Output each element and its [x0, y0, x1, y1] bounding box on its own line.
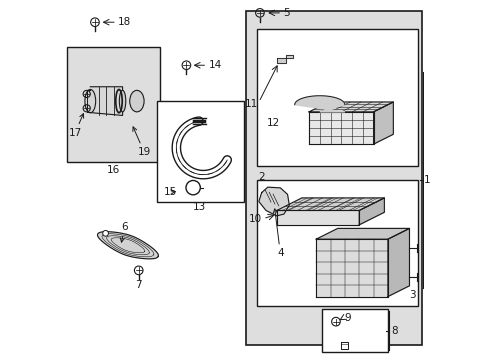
Text: 18: 18 [118, 17, 131, 27]
Text: 9: 9 [344, 313, 350, 323]
Text: 7: 7 [135, 280, 142, 290]
Ellipse shape [129, 90, 144, 112]
Text: 5: 5 [283, 8, 289, 18]
Polygon shape [387, 228, 408, 297]
Polygon shape [276, 211, 359, 225]
Bar [246, 12, 421, 345]
Text: 6: 6 [120, 222, 127, 242]
Text: 13: 13 [193, 202, 206, 212]
Text: 19: 19 [133, 127, 150, 157]
Text: 4: 4 [273, 209, 283, 258]
Bar [257, 30, 418, 166]
Ellipse shape [119, 90, 125, 112]
Text: 11: 11 [244, 99, 257, 109]
Bar [321, 309, 387, 352]
Bar [257, 180, 418, 306]
Text: 8: 8 [390, 326, 397, 336]
Polygon shape [90, 87, 122, 116]
Polygon shape [97, 232, 158, 259]
Bar [156, 101, 244, 202]
Polygon shape [316, 228, 408, 239]
Polygon shape [308, 112, 373, 144]
Polygon shape [276, 55, 292, 63]
Text: 12: 12 [266, 118, 280, 128]
Polygon shape [294, 96, 344, 112]
Polygon shape [316, 239, 387, 297]
Text: 10: 10 [248, 215, 261, 224]
Text: 15: 15 [163, 187, 177, 197]
Bar [67, 47, 160, 162]
Polygon shape [276, 198, 384, 211]
Polygon shape [258, 187, 289, 216]
Polygon shape [373, 102, 392, 144]
Text: 17: 17 [68, 114, 83, 138]
Polygon shape [359, 198, 384, 225]
Text: 1: 1 [423, 175, 429, 185]
Polygon shape [308, 102, 392, 112]
Ellipse shape [85, 89, 96, 113]
Text: 3: 3 [408, 291, 415, 301]
Text: 2: 2 [258, 172, 264, 183]
Circle shape [102, 230, 108, 236]
Text: 14: 14 [208, 60, 222, 70]
Text: 16: 16 [107, 165, 120, 175]
